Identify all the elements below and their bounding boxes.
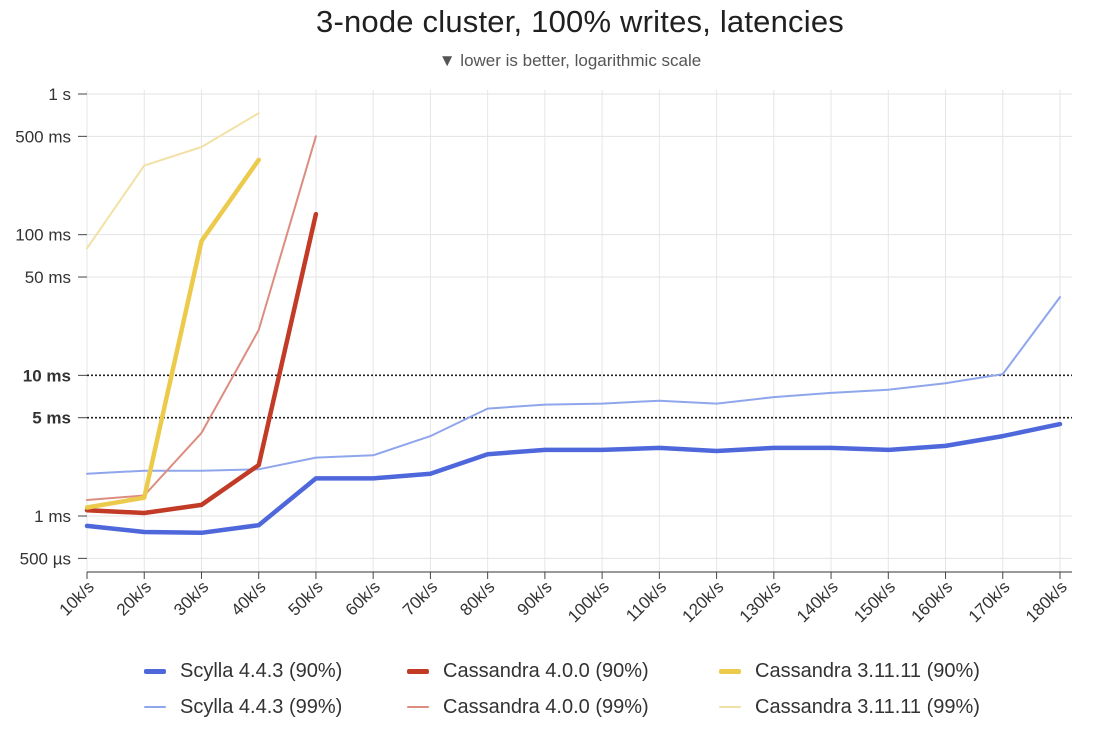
legend-swatch [719, 668, 741, 674]
chart-legend: Scylla 4.4.3 (90%) Cassandra 4.0.0 (90%)… [0, 650, 1100, 750]
legend-label: Cassandra 3.11.11 (90%) [755, 659, 980, 682]
x-tick-label: 110k/s [622, 577, 670, 625]
legend-swatch [144, 668, 166, 674]
chart-title: 3-node cluster, 100% writes, latencies [316, 4, 844, 39]
series-line [84, 211, 319, 516]
legend-label: Cassandra 3.11.11 (99%) [755, 695, 980, 718]
x-tick-label: 80k/s [456, 577, 498, 619]
x-tick-label: 70k/s [399, 577, 441, 619]
x-tick-label: 100k/s [564, 577, 613, 626]
x-tick-label: 40k/s [227, 577, 269, 619]
x-tick-label: 150k/s [850, 577, 899, 626]
legend-item-scylla-99[interactable]: Scylla 4.4.3 (99%) [144, 692, 342, 722]
x-tick-label: 30k/s [170, 577, 212, 619]
y-tick-label: 5 ms [32, 409, 71, 428]
y-tick-label: 1 s [48, 85, 71, 104]
legend-label: Cassandra 4.0.0 (99%) [443, 695, 649, 718]
x-tick-label: 50k/s [285, 577, 327, 619]
x-tick-label: 180k/s [1022, 577, 1071, 626]
x-tick-label: 170k/s [965, 577, 1014, 626]
legend-label: Scylla 4.4.3 (99%) [180, 695, 343, 718]
series-line [86, 112, 260, 250]
x-tick-label: 20k/s [113, 577, 155, 619]
x-tick-label: 160k/s [908, 577, 957, 626]
series-line [84, 421, 1063, 536]
y-tick-label: 100 ms [15, 226, 71, 245]
legend-swatch [144, 706, 166, 708]
y-tick-label: 50 ms [25, 268, 71, 287]
legend-swatch [407, 706, 429, 708]
y-tick-label: 10 ms [23, 366, 71, 385]
x-tick-label: 120k/s [679, 577, 728, 626]
y-tick-label: 500 µs [20, 549, 71, 568]
x-tick-label: 60k/s [342, 577, 384, 619]
x-tick-label: 10k/s [56, 577, 98, 619]
y-tick-label: 1 ms [34, 507, 71, 526]
legend-item-cassandra4-90[interactable]: Cassandra 4.0.0 (90%) [407, 656, 649, 686]
x-tick-label: 140k/s [793, 577, 842, 626]
legend-item-scylla-90[interactable]: Scylla 4.4.3 (90%) [144, 656, 342, 686]
series-line [86, 135, 317, 501]
legend-label: Cassandra 4.0.0 (90%) [443, 659, 649, 682]
x-tick-label: 90k/s [514, 577, 556, 619]
legend-item-cassandra4-99[interactable]: Cassandra 4.0.0 (99%) [407, 692, 649, 722]
y-tick-label: 500 ms [15, 127, 71, 146]
legend-swatch [407, 668, 429, 674]
x-tick-label: 130k/s [736, 577, 785, 626]
legend-item-cassandra3-90[interactable]: Cassandra 3.11.11 (90%) [719, 656, 980, 686]
legend-item-cassandra3-99[interactable]: Cassandra 3.11.11 (99%) [719, 692, 980, 722]
series-line [84, 157, 261, 510]
legend-label: Scylla 4.4.3 (90%) [180, 659, 343, 682]
chart-subtitle: ▼ lower is better, logarithmic scale [438, 51, 702, 70]
legend-swatch [719, 706, 741, 708]
